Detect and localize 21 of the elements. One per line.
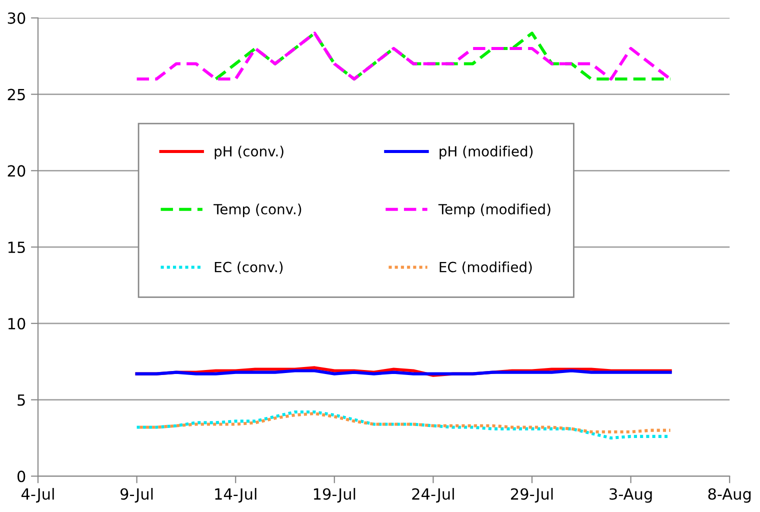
x-tick-label: 19-Jul <box>314 488 356 503</box>
legend-label: Temp (conv.) <box>214 204 302 218</box>
legend-label: Temp (modified) <box>438 204 550 218</box>
legend-label: pH (conv.) <box>214 146 284 160</box>
y-tick-label: 30 <box>8 12 26 24</box>
x-tick-label: 24-Jul <box>412 488 454 503</box>
y-tick-label: 20 <box>8 165 26 177</box>
x-tick-label: 4-Jul <box>21 488 54 503</box>
legend-label: EC (conv.) <box>214 262 283 274</box>
x-tick-label: 3-Aug <box>610 488 652 503</box>
y-tick-label: 0 <box>17 470 26 482</box>
x-tick-label: 29-Jul <box>510 488 553 503</box>
legend-label: EC (modified) <box>440 262 532 274</box>
y-tick-label: 25 <box>8 88 25 100</box>
y-tick-label: 5 <box>18 394 25 406</box>
x-tick-label: 9-Jul <box>120 488 153 503</box>
x-tick-label: 8-Aug <box>708 488 751 503</box>
y-tick-label: 15 <box>8 242 25 254</box>
y-tick-label: 10 <box>8 318 26 330</box>
x-tick-label: 14-Jul <box>215 488 256 503</box>
legend-label: pH (modified) <box>440 146 533 160</box>
